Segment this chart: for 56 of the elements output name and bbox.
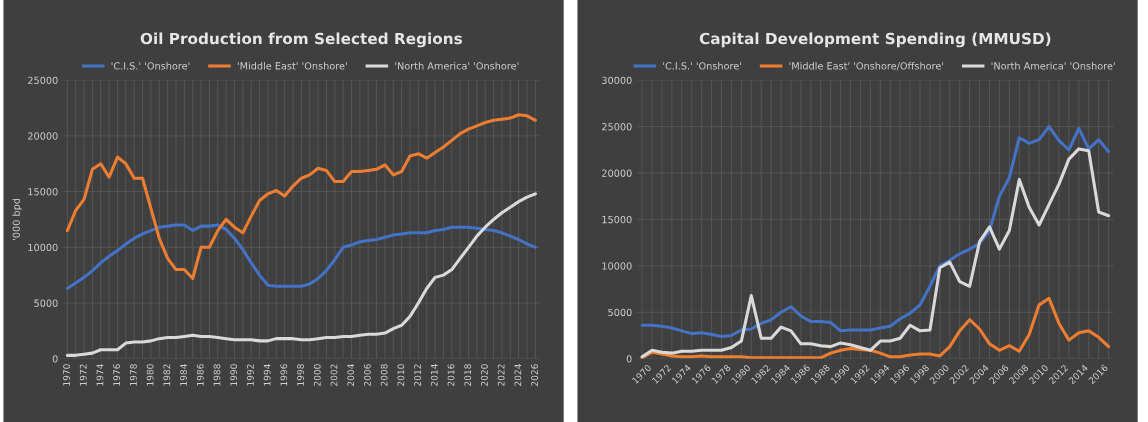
x-tick-label: 2018 <box>464 364 472 386</box>
x-tick-label: 2006 <box>364 364 371 386</box>
x-tick-label: 1990 <box>230 364 238 386</box>
chart-title: Oil Production from Selected Regions <box>140 32 462 48</box>
y-tick-label: 15000 <box>28 188 58 196</box>
line-series <box>65 192 537 357</box>
y-tick-label: 15000 <box>602 215 632 224</box>
y-tick-label: 10000 <box>28 243 58 252</box>
x-tick-label: 1994 <box>263 364 271 386</box>
legend-label: 'North America' 'Onshore' <box>991 62 1115 70</box>
chart-title: Capital Development Spending (MMUSD) <box>699 32 1051 48</box>
x-tick-label: 1986 <box>196 364 204 386</box>
y-tick-label: 25000 <box>28 76 58 85</box>
x-tick-label: 2020 <box>481 364 488 386</box>
y-tick-label: 5000 <box>34 299 58 307</box>
x-tick-label: 2008 <box>380 364 388 386</box>
line-series <box>65 113 537 281</box>
x-tick-label: 2014 <box>430 364 438 386</box>
y-tick-label: 30000 <box>602 76 632 85</box>
x-tick-label: 2022 <box>497 364 505 386</box>
x-tick-label: 1982 <box>163 364 171 386</box>
legend-label: 'North America' 'Onshore' <box>395 62 519 70</box>
y-tick-label: 0 <box>626 355 632 363</box>
x-tick-label: 2000 <box>313 364 321 386</box>
y-tick-label: 10000 <box>602 262 632 270</box>
x-tick-label: 2024 <box>514 364 522 386</box>
x-tick-label: 1980 <box>146 364 154 386</box>
x-tick-label: 1998 <box>297 364 304 386</box>
x-tick-label: 1988 <box>213 364 221 386</box>
x-tick-label: 1992 <box>246 364 254 386</box>
x-tick-label: 1976 <box>113 364 121 386</box>
x-tick-label: 1972 <box>79 364 87 386</box>
x-tick-label: 1984 <box>180 364 187 386</box>
line-series <box>65 223 537 291</box>
legend-label: 'C.I.S.' 'Onshore' <box>663 62 742 70</box>
y-tick-label: 25000 <box>602 123 632 131</box>
x-tick-label: 1996 <box>280 364 288 386</box>
x-tick-label: 2002 <box>330 364 338 386</box>
x-tick-label: 2004 <box>347 364 355 386</box>
legend-label: 'C.I.S.' 'Onshore' <box>111 62 190 70</box>
x-tick-label: 2016 <box>447 364 455 386</box>
x-tick-label: 1974 <box>96 364 104 386</box>
x-tick-label: 2010 <box>397 364 405 386</box>
x-tick-label: 2012 <box>414 364 421 386</box>
x-tick-label: 2026 <box>531 364 538 386</box>
x-tick-label: 1970 <box>63 364 70 386</box>
y-tick-label: 20000 <box>28 132 58 140</box>
y-tick-label: 20000 <box>602 169 632 177</box>
legend-label: 'Middle East' 'Onshore/Offshore' <box>789 62 944 71</box>
line-series <box>640 147 1111 359</box>
y-tick-label: 0 <box>52 355 58 363</box>
legend-label: 'Middle East' 'Onshore' <box>237 62 347 70</box>
x-tick-label: 1978 <box>129 364 137 386</box>
y-tick-label: 5000 <box>608 308 632 317</box>
y-axis-title: '000 bpd <box>12 198 22 240</box>
line-series <box>640 125 1111 338</box>
